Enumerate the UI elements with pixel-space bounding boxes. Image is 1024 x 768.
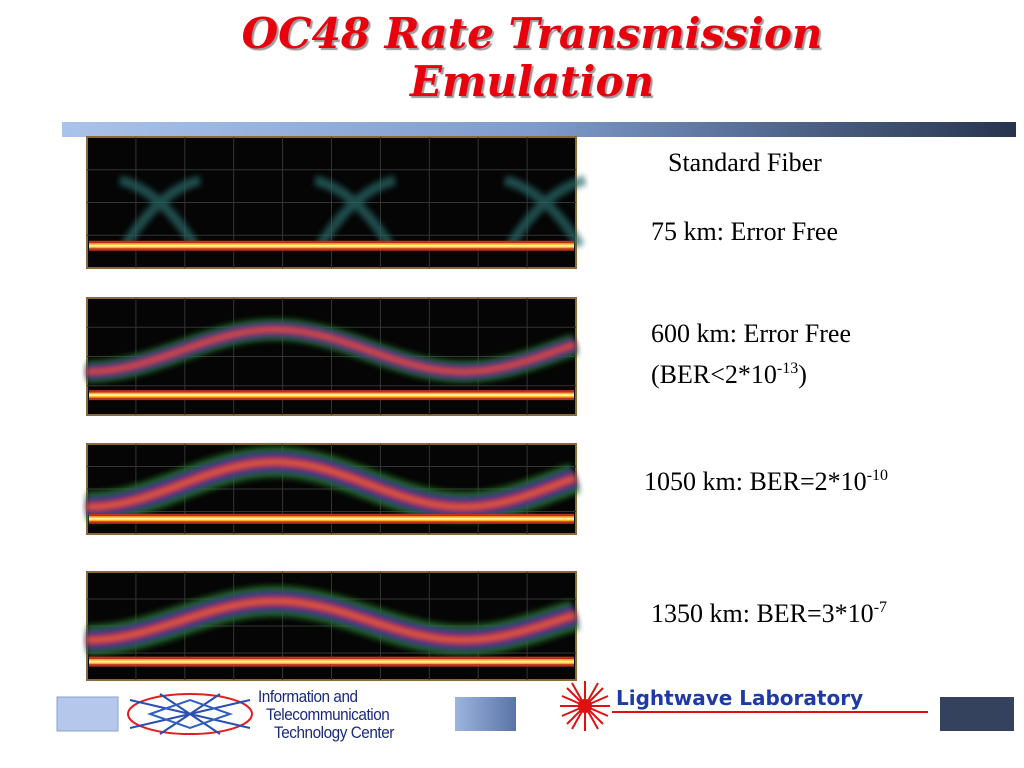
result: 75 km: Error Free [651, 217, 839, 246]
logo-line: Telecommunication [266, 705, 390, 724]
laser-logo [560, 681, 928, 731]
ber-prefix: (BER<2*10 [651, 360, 777, 389]
eye-diagrams [86, 136, 587, 681]
footer-square [56, 696, 119, 732]
result: 1050 km: BER=2*10-10 [644, 467, 888, 497]
eye-panel [86, 297, 579, 416]
eye-trace [87, 599, 576, 643]
eye-trace [87, 328, 576, 374]
logo-line: Technology Center [274, 723, 394, 742]
title-line: OC48 Rate Transmission [241, 9, 823, 58]
footer-square [940, 697, 1014, 731]
ber-suffix: ) [798, 360, 807, 389]
eye-panel [86, 443, 581, 535]
title: OC48 Rate Transmission Emulation [0, 10, 1024, 106]
eye-crossing [503, 175, 587, 249]
eye-panel [86, 136, 587, 269]
fiber-label: Standard Fiber [668, 148, 822, 177]
result-text: 1350 km: BER=3*10 [651, 599, 874, 628]
ber-note: (BER<2*10-13) [651, 360, 807, 390]
header-bar [62, 122, 1016, 137]
exponent: -13 [776, 360, 799, 377]
eye-trace [86, 459, 576, 510]
eye-crossing [118, 175, 202, 249]
logo-line: Information and [258, 687, 358, 706]
lab-name: Lightwave Laboratory [616, 686, 864, 710]
result: 1350 km: BER=3*10-7 [651, 599, 887, 629]
result-text: 1050 km: BER=2*10 [644, 467, 867, 496]
title-line: Emulation [409, 57, 655, 106]
result: 600 km: Error Free [651, 319, 852, 348]
exponent: -10 [866, 467, 889, 484]
eye-crossing [313, 175, 397, 249]
itc-logo [127, 693, 253, 735]
footer-square [455, 697, 516, 731]
exponent: -7 [873, 599, 888, 616]
eye-panel [86, 571, 580, 681]
